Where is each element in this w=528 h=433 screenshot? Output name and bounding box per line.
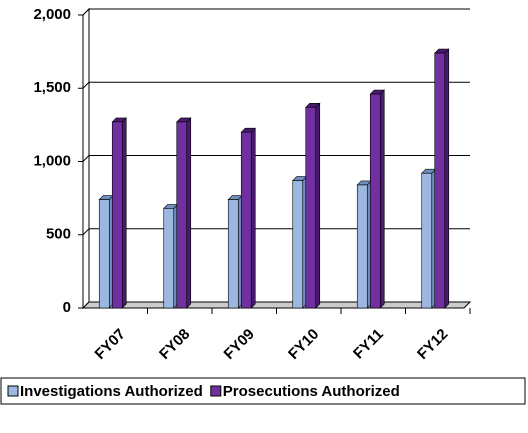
x-tick-label: FY11 — [350, 326, 387, 363]
legend-label: Investigations Authorized — [20, 383, 203, 400]
bar-side — [250, 127, 256, 309]
bar — [434, 52, 446, 309]
x-tick-label: FY07 — [92, 326, 129, 363]
bar-side — [315, 102, 321, 309]
bar — [421, 172, 433, 309]
x-tick-label: FY12 — [414, 326, 451, 363]
legend-box — [0, 377, 526, 405]
grid-line — [82, 155, 470, 162]
bar — [176, 121, 188, 309]
grid-line — [82, 81, 470, 89]
legend-swatch — [210, 385, 222, 397]
x-tick-label: FY10 — [285, 326, 322, 363]
bar — [163, 208, 175, 309]
y-tick-label: 1,500 — [33, 79, 71, 96]
bar-side — [444, 48, 450, 309]
bar — [369, 93, 381, 309]
y-tick-label: 0 — [63, 299, 71, 316]
bar — [227, 199, 239, 309]
legend-swatch — [7, 385, 19, 397]
bar — [111, 121, 123, 309]
x-tick-label: FY09 — [221, 326, 258, 363]
y-tick-label: 2,000 — [33, 6, 71, 23]
legend-label: Prosecutions Authorized — [223, 383, 400, 400]
x-tick-label: FY08 — [156, 326, 193, 363]
bar-side — [379, 89, 385, 309]
y-tick-label: 1,000 — [33, 152, 71, 169]
bar — [305, 106, 317, 309]
bar — [98, 199, 110, 309]
bar — [240, 131, 252, 309]
bar — [356, 184, 368, 309]
grid-line — [82, 8, 470, 16]
bar-side — [121, 117, 127, 309]
plot-floor — [81, 301, 472, 309]
bar-side — [186, 117, 192, 309]
bar — [292, 180, 304, 309]
grid-line — [82, 228, 470, 236]
y-tick-label: 500 — [46, 226, 71, 243]
